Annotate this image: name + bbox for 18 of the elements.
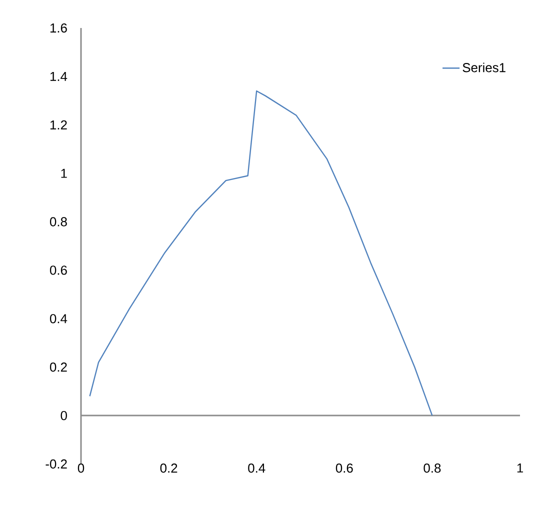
y-tick-label: 1 [61,168,67,178]
y-tick-label: 0 [60,410,67,420]
y-tick-label: 0.2 [50,362,67,372]
y-tick-label: -0.2 [46,459,67,469]
line-series [89,90,433,416]
y-tick-label: 1.2 [50,120,67,130]
y-tick-label: 0.4 [50,314,68,324]
y-tick-label: 0.8 [50,217,67,226]
y-tick-label: 0.6 [50,266,67,275]
y-tick-label: 1.4 [50,72,68,81]
x-tick-label: 1 [517,464,523,472]
x-tick-label: 0.2 [160,464,178,473]
x-tick-label: 0 [78,464,84,473]
legend-label: Series1 [462,62,506,72]
x-tick-label: 0.8 [424,464,441,473]
y-tick-label: 1.6 [50,23,67,33]
x-tick-label: 0.4 [248,464,266,473]
x-tick-label: 0.6 [336,464,353,473]
